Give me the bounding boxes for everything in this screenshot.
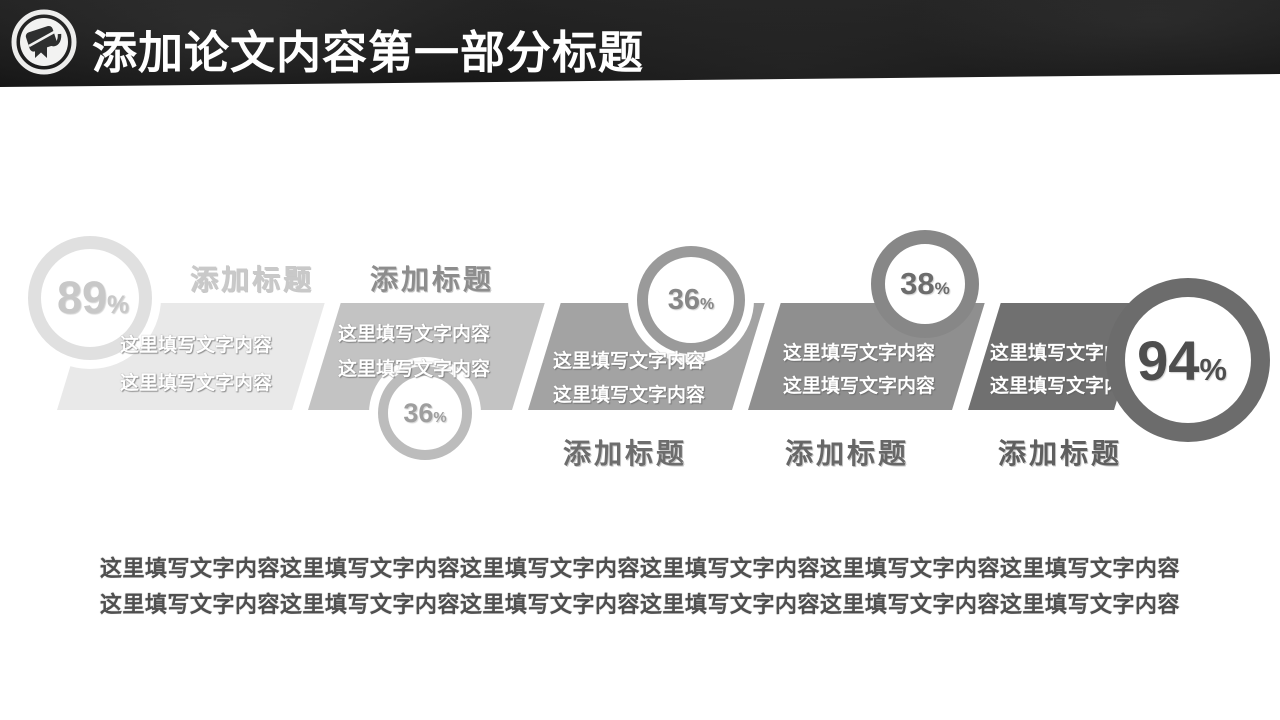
segment-1-text: 这里填写文字内容 这里填写文字内容 bbox=[120, 327, 272, 403]
percent-circle-5: 94% bbox=[1106, 278, 1270, 442]
step-title-2: 添加标题 bbox=[369, 264, 494, 295]
text-line: 这里填写文字内容 bbox=[990, 343, 1143, 364]
text-line: 这里填写文字内容 bbox=[338, 359, 491, 380]
slide-title: 添加论文内容第一部分标题 bbox=[92, 27, 645, 78]
step-title-5: 添加标题 bbox=[997, 438, 1122, 469]
text-line: 这里填写文字内容 bbox=[553, 385, 706, 406]
footer-line: 这里填写文字内容这里填写文字内容这里填写文字内容这里填写文字内容这里填写文字内容… bbox=[99, 556, 1180, 581]
segment-2-text: 这里填写文字内容 这里填写文字内容 bbox=[338, 317, 490, 387]
footer-line: 这里填写文字内容这里填写文字内容这里填写文字内容这里填写文字内容这里填写文字内容… bbox=[99, 592, 1180, 617]
percent-value: 89% bbox=[56, 272, 130, 323]
text-line: 这里填写文字内容 bbox=[783, 376, 936, 397]
footer-paragraph: 这里填写文字内容这里填写文字内容这里填写文字内容这里填写文字内容这里填写文字内容… bbox=[0, 551, 1280, 623]
step-title-4: 添加标题 bbox=[784, 438, 909, 469]
percent-value: 36% bbox=[667, 283, 715, 316]
percent-circle-3: 36% bbox=[637, 246, 745, 354]
text-line: 这里填写文字内容 bbox=[120, 335, 273, 356]
percent-value: 38% bbox=[900, 266, 950, 301]
text-line: 这里填写文字内容 bbox=[338, 324, 491, 345]
percent-circle-4: 38% bbox=[871, 230, 979, 338]
segment-4-text: 这里填写文字内容 这里填写文字内容 bbox=[783, 337, 935, 403]
slide-header: 添加论文内容第一部分标题 bbox=[0, 0, 1280, 87]
percent-circle-2: 36% bbox=[378, 366, 472, 460]
segment-5-text: 这里填写文字内容 这里填写文字内容 bbox=[990, 337, 1142, 403]
text-line: 这里填写文字内容 bbox=[553, 351, 706, 372]
percent-value: 36% bbox=[403, 397, 447, 428]
text-line: 这里填写文字内容 bbox=[120, 373, 273, 394]
text-line: 这里填写文字内容 bbox=[990, 376, 1143, 397]
step-title-1: 添加标题 bbox=[189, 264, 314, 295]
book-ribbon-logo-icon bbox=[10, 8, 78, 76]
text-line: 这里填写文字内容 bbox=[783, 343, 936, 364]
step-title-3: 添加标题 bbox=[562, 438, 687, 469]
percent-value: 94% bbox=[1137, 328, 1227, 392]
segment-3-text: 这里填写文字内容 这里填写文字内容 bbox=[553, 345, 705, 413]
